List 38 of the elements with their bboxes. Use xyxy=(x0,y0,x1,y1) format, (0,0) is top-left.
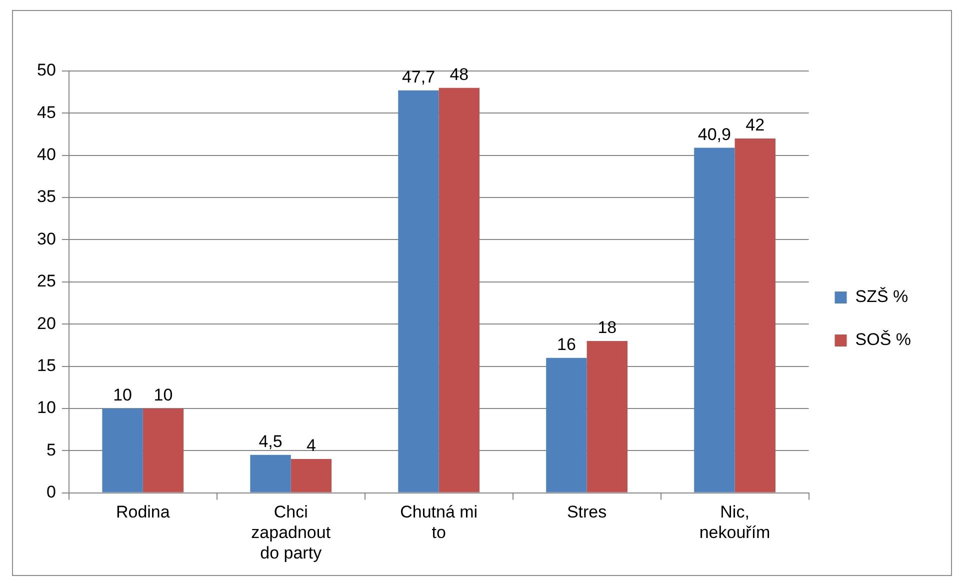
bar xyxy=(546,358,587,492)
y-tick-label: 0 xyxy=(46,482,56,502)
bar xyxy=(290,459,332,492)
bar xyxy=(102,408,143,492)
x-tick-label: Chutná mi to xyxy=(400,502,478,542)
y-tick-label: 50 xyxy=(36,60,56,80)
y-tick-label: 40 xyxy=(36,145,56,164)
data-label: 16 xyxy=(557,335,576,354)
legend-label: SOŠ % xyxy=(855,330,912,350)
bar xyxy=(734,138,776,492)
x-tick-label: Chci zapadnout do party xyxy=(251,502,331,562)
bar xyxy=(250,454,291,492)
data-label: 10 xyxy=(154,386,173,405)
x-tick-label: Nic, nekouřím xyxy=(699,502,770,542)
bar xyxy=(438,88,480,492)
y-tick-label: 15 xyxy=(36,356,56,375)
data-label: 4 xyxy=(306,436,316,456)
data-label: 18 xyxy=(598,318,617,338)
data-label: 42 xyxy=(746,116,765,135)
bar xyxy=(398,90,439,492)
data-label: 47,7 xyxy=(402,68,436,87)
y-tick-label: 10 xyxy=(36,398,56,418)
bar xyxy=(142,408,184,492)
bar xyxy=(694,148,735,492)
y-tick-label: 45 xyxy=(36,102,56,122)
x-tick-label: Rodina xyxy=(116,502,170,522)
x-tick-label: Stres xyxy=(566,502,607,522)
y-tick-label: 35 xyxy=(36,187,56,206)
bar xyxy=(586,340,628,492)
data-label: 48 xyxy=(450,65,469,84)
data-label: 10 xyxy=(113,386,132,405)
y-tick-label: 25 xyxy=(36,272,56,291)
y-tick-label: 30 xyxy=(36,229,56,248)
legend-label: SZŠ % xyxy=(855,287,908,306)
data-label: 4,5 xyxy=(258,432,282,452)
y-tick-label: 5 xyxy=(46,440,56,460)
y-tick-label: 20 xyxy=(36,314,56,333)
data-label: 40,9 xyxy=(698,124,731,144)
